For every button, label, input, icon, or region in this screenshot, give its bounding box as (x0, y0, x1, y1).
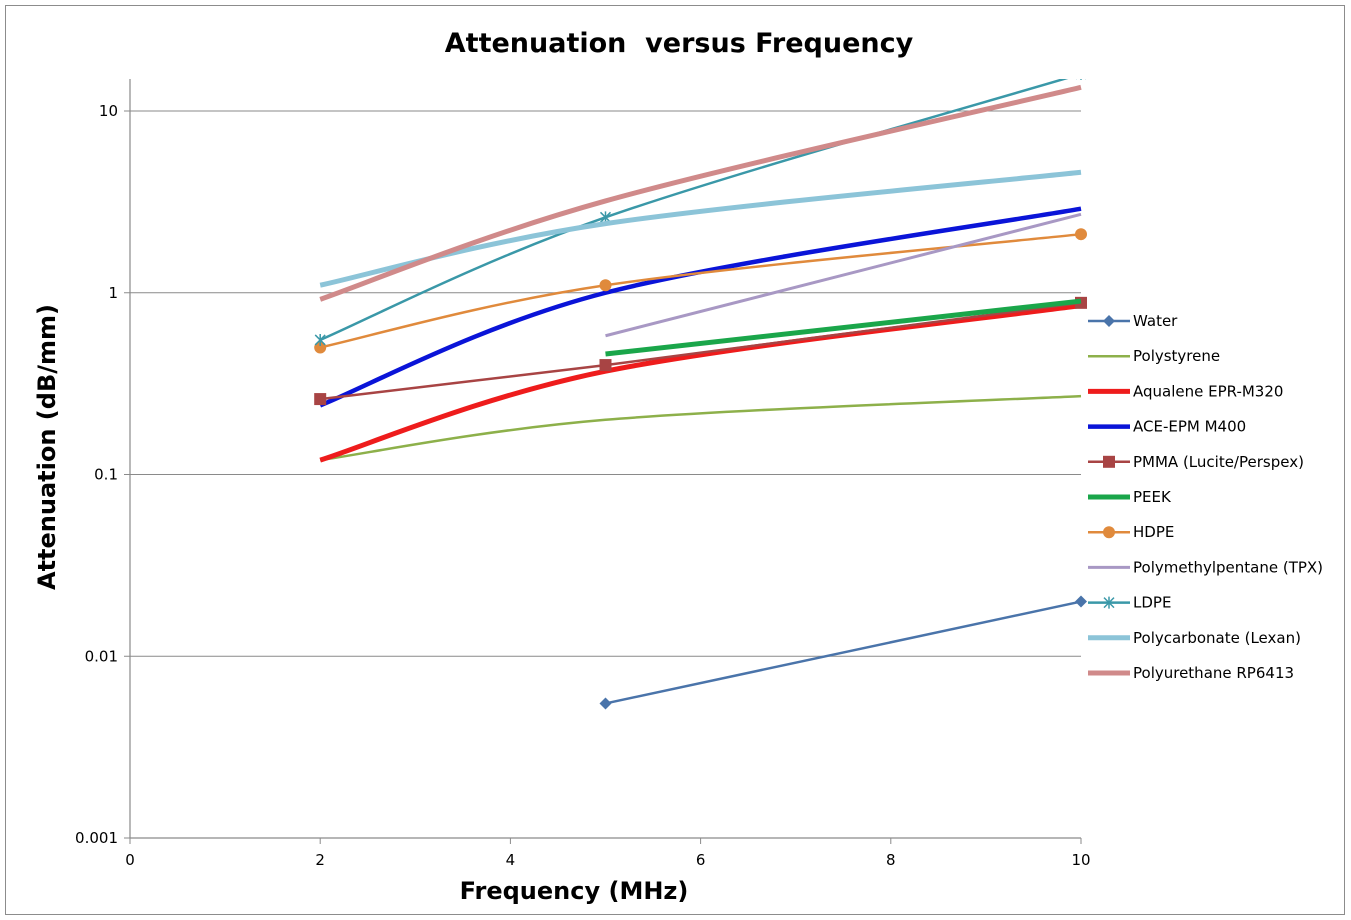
chart-title: Attenuation versus Frequency (445, 28, 914, 59)
legend-item: Polyurethane RP6413 (1088, 664, 1294, 682)
legend-item: ACE-EPM M400 (1088, 418, 1246, 436)
x-axis-label: Frequency (MHz) (460, 877, 689, 905)
y-axis-label: Attenuation (dB/mm) (33, 304, 61, 590)
legend-item: PMMA (Lucite/Perspex) (1088, 453, 1304, 471)
legend-item: LDPE (1088, 594, 1171, 612)
data-point (1076, 79, 1086, 80)
legend-label: Polycarbonate (Lexan) (1133, 629, 1301, 647)
legend-label: Water (1133, 312, 1178, 330)
series-ldpe (314, 79, 1086, 346)
data-point (314, 333, 326, 346)
x-tick-label: 0 (125, 851, 135, 869)
series-aqualene-epr-m320 (319, 303, 1082, 463)
data-point (314, 341, 327, 354)
legend-marker (1103, 315, 1115, 327)
series-hdpe (314, 228, 1087, 354)
x-tick-label: 2 (315, 851, 325, 869)
series-line (319, 232, 1082, 349)
chart-frame: Attenuation versus Frequency 0.001 0.01 0.… (5, 5, 1345, 915)
legend-marker (1103, 455, 1115, 468)
chart-svg: Attenuation versus Frequency 0.0010.010.… (33, 28, 1323, 905)
y-tick-label: 0.1 (94, 466, 118, 484)
legend-label: ACE-EPM M400 (1133, 418, 1246, 436)
axes: 0.001 0.01 0.1 1 10 0 2 4 6 8 10 (75, 79, 1091, 869)
legend-marker (1103, 526, 1115, 539)
legend-label: HDPE (1133, 523, 1174, 541)
series-water (599, 595, 1087, 710)
y-tick-label: 0.01 (85, 647, 118, 665)
series-polycarbonate-lexan- (319, 169, 1082, 288)
x-tick-label: 8 (886, 851, 896, 869)
legend-marker (1103, 596, 1115, 609)
series-line (605, 212, 1082, 338)
data-point (1075, 595, 1087, 608)
series-line (605, 600, 1082, 705)
x-tick-label: 6 (696, 851, 706, 869)
legend-label: PEEK (1133, 488, 1172, 506)
series-polystyrene (320, 394, 1082, 462)
legend-label: Polyurethane RP6413 (1133, 664, 1294, 682)
data-point (314, 393, 327, 406)
data-point (1075, 228, 1087, 241)
series-line (319, 206, 1082, 408)
y-tick-label: 1 (108, 284, 118, 302)
series-line (319, 79, 1069, 342)
legend-label: LDPE (1133, 594, 1171, 612)
series-line (320, 301, 1082, 401)
series-line (319, 303, 1082, 463)
legend-item: Polystyrene (1088, 347, 1220, 365)
data-point (599, 279, 612, 292)
legend-item: Polymethylpentane (TPX) (1088, 558, 1323, 576)
series-line (319, 84, 1082, 302)
series-lines (314, 79, 1087, 710)
y-tick-label: 0.001 (75, 829, 118, 847)
series-polyurethane-rp6413 (319, 84, 1082, 302)
x-tick-label: 4 (506, 851, 516, 869)
series-ace-epm-m400 (319, 206, 1082, 408)
y-tick-label: 10 (99, 102, 118, 120)
x-tick-label: 10 (1071, 851, 1090, 869)
legend-item: Aqualene EPR-M320 (1088, 382, 1283, 400)
series-line (605, 298, 1082, 357)
series-peek (605, 298, 1082, 357)
legend-label: Aqualene EPR-M320 (1133, 382, 1283, 400)
data-point (599, 697, 612, 710)
series-line (320, 394, 1082, 462)
grid-lines (130, 110, 1081, 657)
legend-item: HDPE (1088, 523, 1174, 541)
legend-item: Polycarbonate (Lexan) (1088, 629, 1301, 647)
legend-item: Water (1088, 312, 1178, 330)
legend-item: PEEK (1088, 488, 1172, 506)
legend: Water Polystyrene Aqualene EPR-M320 ACE-EPM… (1088, 312, 1323, 682)
legend-label: Polymethylpentane (TPX) (1133, 558, 1323, 576)
series-polymethylpentane-tpx- (605, 212, 1082, 338)
series-line (319, 169, 1082, 288)
data-point (599, 359, 612, 372)
legend-label: PMMA (Lucite/Perspex) (1133, 453, 1304, 471)
legend-label: Polystyrene (1133, 347, 1220, 365)
